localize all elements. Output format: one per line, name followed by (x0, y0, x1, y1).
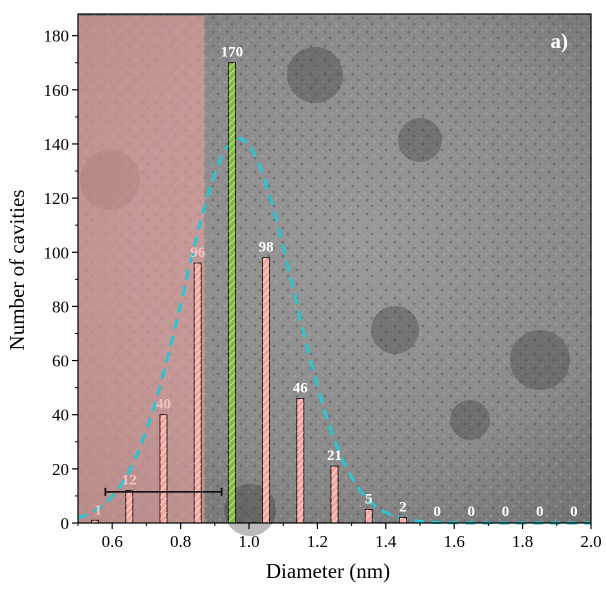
y-tick-label: 160 (44, 81, 70, 100)
x-tick-label: 1.2 (307, 532, 328, 551)
plot-frame (77, 13, 592, 524)
bar-value-label: 0 (536, 504, 544, 520)
x-axis-title: Diameter (nm) (266, 559, 390, 583)
bar-hatch (296, 398, 304, 523)
bar-value-label: 1 (94, 502, 102, 518)
y-tick-label: 60 (52, 352, 69, 371)
bar-labels-group: 1 12 40 96 170 98 46 21 5 2 0 0 0 0 0 (94, 45, 577, 520)
shaded-region (78, 16, 205, 523)
background-blotch (450, 400, 490, 440)
bar-value-label: 2 (399, 500, 407, 516)
y-tick-label: 40 (52, 406, 69, 425)
bar-hatch (91, 520, 99, 523)
bar-hatch (194, 263, 202, 523)
y-tick-label: 180 (44, 27, 70, 46)
background-blotch (287, 47, 343, 103)
x-tick-label: 1.0 (238, 532, 259, 551)
y-axis: 0 20 40 60 80 100 120 140 160 180 (44, 27, 78, 533)
bar-value-label: 0 (570, 504, 578, 520)
bar-value-label: 40 (156, 397, 171, 413)
bar-value-label: 98 (259, 240, 274, 256)
y-tick-label: 20 (52, 460, 69, 479)
bar-hatch (125, 490, 133, 523)
y-tick-label: 140 (44, 135, 70, 154)
y-tick-label: 80 (52, 297, 69, 316)
bar-hatch (228, 62, 236, 524)
bar-hatch (331, 466, 338, 523)
bar-value-label: 96 (190, 245, 206, 261)
y-tick-label: 120 (44, 189, 70, 208)
y-tick-label: 0 (61, 514, 70, 533)
background-blotch (510, 330, 570, 390)
x-tick-label: 1.6 (444, 532, 465, 551)
panel-label: a) (551, 29, 569, 53)
bar-hatch (160, 414, 167, 523)
bar-value-label: 21 (327, 448, 342, 464)
bar-value-label: 0 (502, 504, 510, 520)
bars-group (91, 62, 407, 524)
bar-hatch (365, 509, 373, 523)
bar-value-label: 12 (122, 473, 137, 489)
error-bar-group (104, 487, 223, 496)
x-tick-label: 0.8 (170, 532, 191, 551)
bar-value-label: 0 (433, 504, 441, 520)
x-tick-label: 1.8 (512, 532, 533, 551)
bar-hatch (399, 517, 407, 523)
x-axis: 0.6 0.8 1.0 1.2 1.4 1.6 1.8 2.0 (77, 523, 602, 551)
x-tick-label: 0.6 (102, 532, 123, 551)
background-blotch (398, 118, 442, 162)
background-blotch (371, 306, 419, 354)
x-tick-label: 2.0 (580, 532, 601, 551)
bar-hatch (262, 257, 270, 523)
bar-value-label: 170 (221, 45, 244, 61)
y-axis-title: Number of cavities (5, 190, 29, 351)
y-tick-label: 100 (44, 243, 70, 262)
bar-value-label: 46 (293, 380, 309, 396)
bar-value-label: 0 (468, 504, 476, 520)
bar-value-label: 5 (365, 491, 373, 507)
x-tick-label: 1.4 (375, 532, 397, 551)
